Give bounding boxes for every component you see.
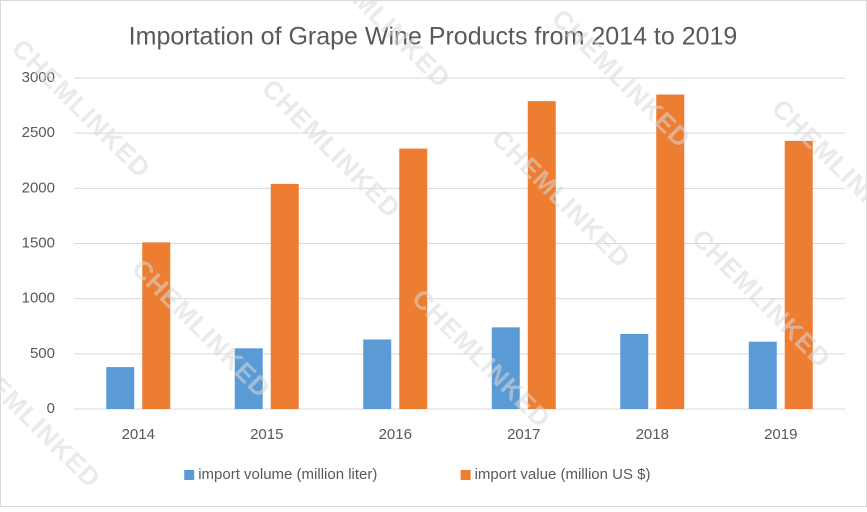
legend-label: import value (million US $) bbox=[475, 466, 651, 483]
bar bbox=[527, 101, 556, 410]
x-tick-label: 2017 bbox=[507, 426, 540, 443]
legend-label: import volume (million liter) bbox=[198, 466, 377, 483]
y-tick-label: 2000 bbox=[22, 179, 55, 196]
y-tick-label: 0 bbox=[47, 400, 55, 417]
x-tick-label: 2016 bbox=[379, 426, 412, 443]
bar bbox=[491, 327, 520, 409]
y-tick-label: 2500 bbox=[22, 124, 55, 141]
chart-title: Importation of Grape Wine Products from … bbox=[129, 23, 738, 51]
bar bbox=[142, 242, 171, 409]
legend-swatch bbox=[460, 470, 471, 480]
y-tick-label: 3000 bbox=[22, 69, 55, 86]
x-tick-label: 2014 bbox=[122, 426, 155, 443]
bar bbox=[363, 339, 392, 409]
bar bbox=[784, 140, 813, 409]
bar bbox=[106, 367, 135, 409]
legend-swatch bbox=[184, 470, 195, 480]
bar bbox=[399, 148, 428, 409]
bar bbox=[620, 333, 649, 409]
x-tick-label: 2015 bbox=[250, 426, 283, 443]
y-tick-label: 500 bbox=[30, 345, 55, 362]
bar bbox=[656, 94, 685, 410]
x-tick-label: 2019 bbox=[764, 426, 797, 443]
y-tick-label: 1500 bbox=[22, 234, 55, 251]
y-tick-label: 1000 bbox=[22, 290, 55, 307]
bar bbox=[748, 341, 777, 409]
x-tick-label: 2018 bbox=[636, 426, 669, 443]
bar bbox=[270, 183, 299, 409]
bar bbox=[234, 348, 263, 409]
